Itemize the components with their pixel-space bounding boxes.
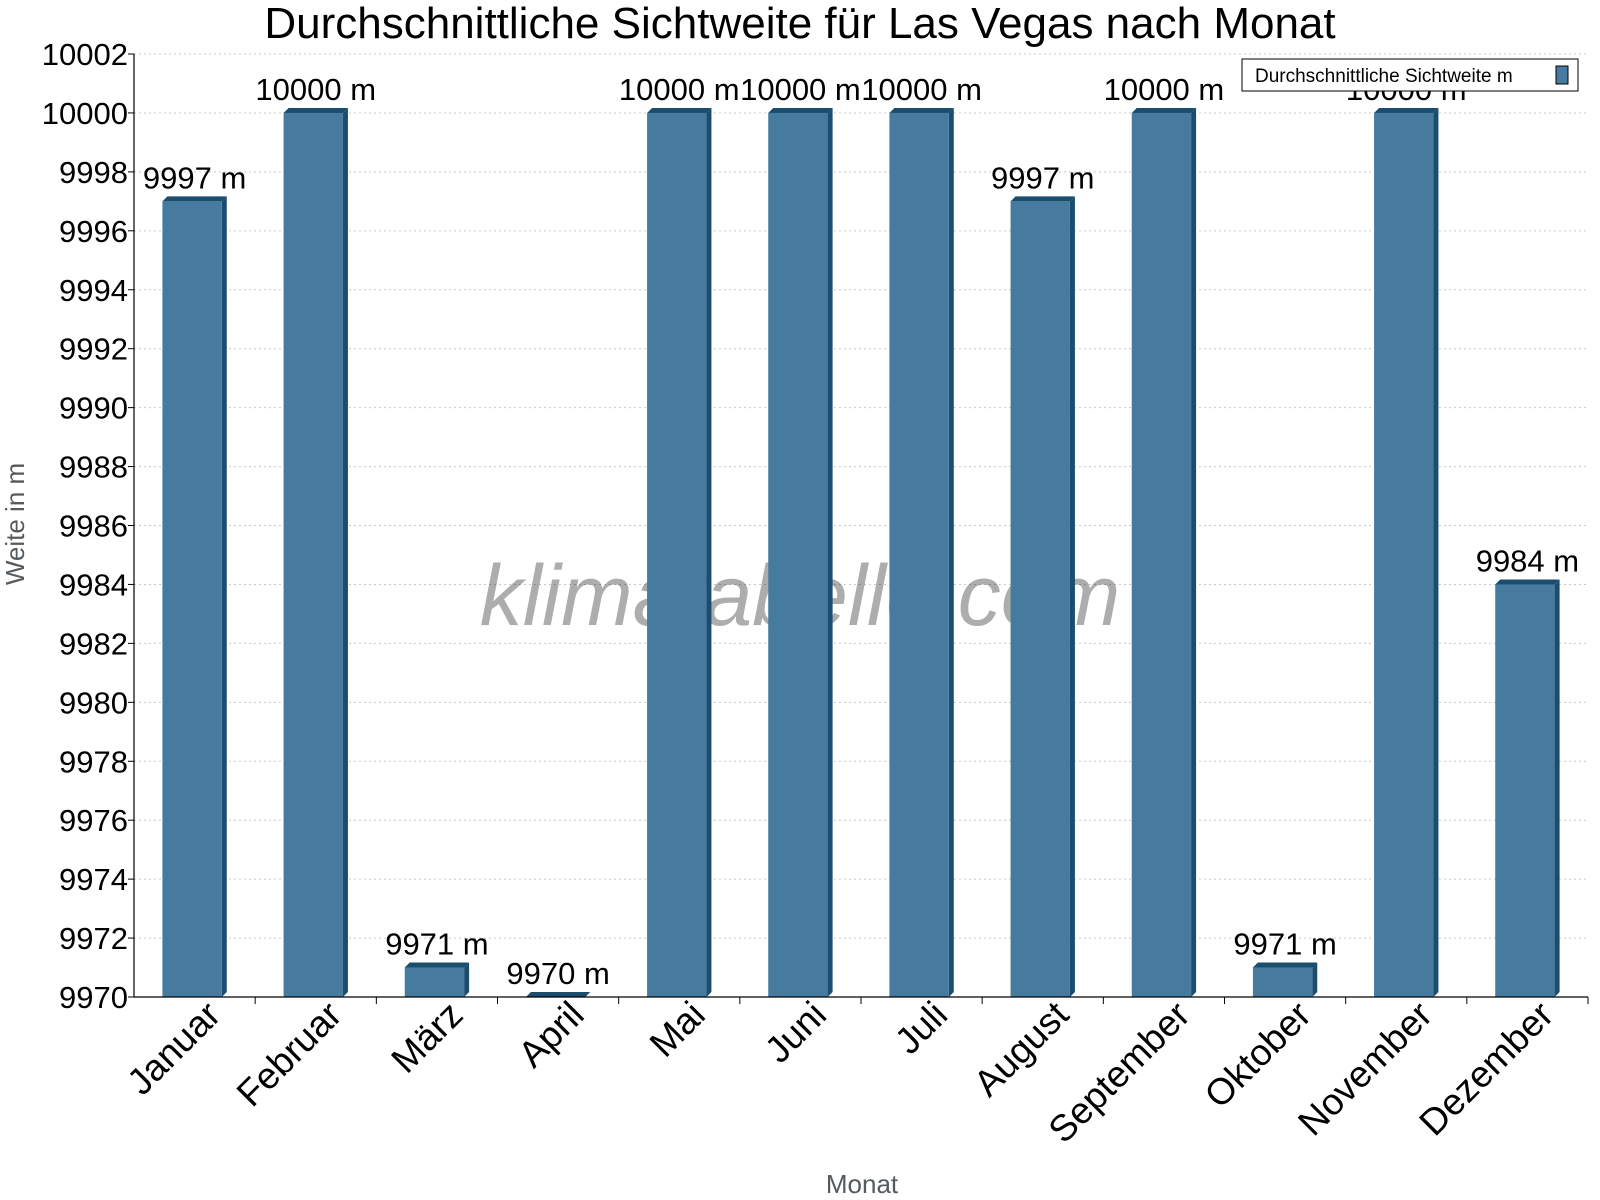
data-label: 9971 m — [385, 927, 488, 962]
bar-face — [162, 201, 222, 997]
bar-face — [1495, 584, 1555, 997]
bar-side — [464, 962, 470, 997]
y-tick-label: 10000 — [42, 96, 128, 131]
bar-top — [283, 107, 348, 113]
bar-side — [221, 196, 227, 997]
data-label: 10000 m — [861, 72, 982, 107]
bar-side — [1554, 579, 1560, 997]
data-label: 9997 m — [143, 160, 246, 195]
x-tick-label: Dezember — [1411, 994, 1561, 1144]
y-tick-label: 9974 — [59, 862, 128, 897]
legend-swatch — [1555, 65, 1569, 85]
bar-face — [1010, 201, 1070, 997]
y-tick-label: 9970 — [59, 980, 128, 1015]
bar-top — [1010, 196, 1075, 202]
bar — [1131, 107, 1197, 997]
data-label: 9970 m — [506, 956, 609, 991]
data-label: 9984 m — [1476, 543, 1579, 578]
bar-top — [525, 992, 591, 997]
bar-top — [1374, 107, 1439, 113]
bar-side — [1433, 107, 1439, 997]
x-tick-label: Juli — [887, 994, 955, 1062]
y-tick-label: 9998 — [59, 155, 128, 190]
chart-title: Durchschnittliche Sichtweite für Las Veg… — [264, 0, 1335, 48]
bar-top — [1252, 962, 1318, 968]
bar-side — [1312, 962, 1318, 997]
y-tick-label: 9986 — [59, 509, 128, 544]
y-tick-label: 9996 — [59, 214, 128, 249]
y-tick-labels: 9970 9972 9974 9976 9978 9980 9982 9984 9986 9988… — [42, 37, 128, 1015]
bar-side — [1069, 196, 1075, 997]
bar-side — [948, 107, 954, 997]
y-tick-label: 10002 — [42, 37, 128, 72]
y-axis-label: Weite in m — [0, 463, 30, 585]
bar — [1010, 196, 1075, 997]
data-label: 10000 m — [619, 72, 740, 107]
axes — [128, 53, 1589, 1004]
x-tick-label: März — [383, 994, 470, 1081]
x-tick-label: April — [510, 994, 591, 1075]
bar-side — [706, 107, 712, 997]
x-tick-label: Februar — [229, 994, 350, 1115]
bar-face — [768, 112, 828, 997]
data-label: 10000 m — [255, 72, 376, 107]
data-label: 9997 m — [991, 160, 1094, 195]
x-tick-label: Mai — [642, 994, 713, 1065]
bar — [647, 107, 712, 997]
bar — [1374, 107, 1439, 997]
legend-label: Durchschnittliche Sichtweite m — [1255, 66, 1513, 87]
y-tick-label: 9990 — [59, 391, 128, 426]
bar-top — [647, 107, 712, 113]
data-label: 10000 m — [740, 72, 861, 107]
data-label: 10000 m — [1104, 72, 1225, 107]
y-tick-label: 9982 — [59, 626, 128, 661]
x-axis-label: Monat — [826, 1169, 899, 1199]
y-tick-label: 9988 — [59, 450, 128, 485]
bar-face — [1131, 112, 1192, 997]
y-tick-label: 9980 — [59, 685, 128, 720]
grid — [134, 53, 1588, 939]
bars — [162, 107, 1560, 997]
y-tick-label: 9972 — [59, 921, 128, 956]
bar — [1495, 579, 1560, 997]
bar-side — [1191, 107, 1197, 997]
bar-top — [1131, 107, 1197, 113]
bar-face — [647, 112, 707, 997]
y-tick-label: 9992 — [59, 332, 128, 367]
bar — [283, 107, 348, 997]
y-tick-label: 9978 — [59, 744, 128, 779]
bar-face — [1252, 967, 1313, 997]
bar-top — [162, 196, 227, 202]
bar-face — [889, 112, 949, 997]
bar — [1252, 962, 1318, 997]
bar — [889, 107, 954, 997]
data-label: 9971 m — [1233, 927, 1336, 962]
bar-face — [404, 967, 465, 997]
bar-top — [404, 962, 470, 968]
x-tick-label: Januar — [119, 994, 228, 1103]
bar-face — [283, 112, 343, 997]
bar — [525, 992, 591, 997]
legend: Durchschnittliche Sichtweite m — [1241, 58, 1579, 92]
bar-face — [1374, 112, 1434, 997]
bar — [768, 107, 833, 997]
x-tick-label: Oktober — [1197, 994, 1319, 1116]
x-tick-labels: Januar Februar März April Mai Juni Juli AugustS… — [119, 993, 1561, 1150]
y-tick-label: 9976 — [59, 803, 128, 838]
bar-top — [768, 107, 833, 113]
y-tick-label: 9994 — [59, 273, 128, 308]
y-tick-label: 9984 — [59, 567, 128, 602]
bar — [404, 962, 470, 997]
bar-top — [1495, 579, 1560, 585]
x-tick-label: August — [966, 993, 1077, 1104]
bar-side — [827, 107, 833, 997]
bar-top — [889, 107, 954, 113]
bar — [162, 196, 227, 997]
bar-side — [342, 107, 348, 997]
x-tick-label: Juni — [757, 994, 834, 1071]
legend-box — [1241, 58, 1579, 92]
